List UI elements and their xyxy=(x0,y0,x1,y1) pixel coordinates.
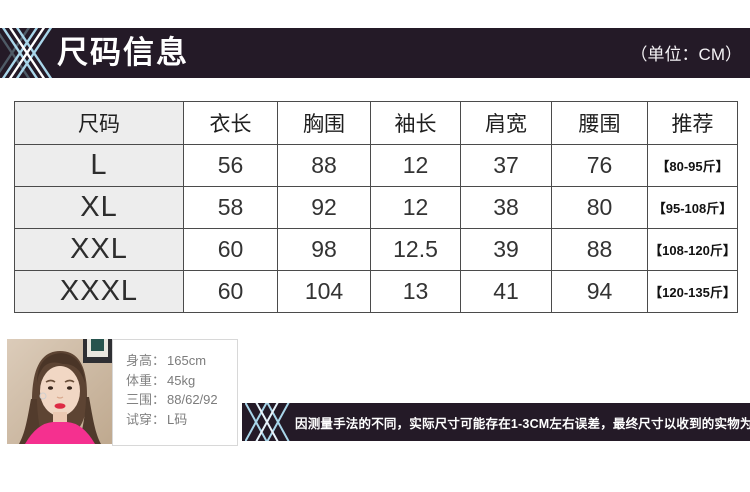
length-value: 58 xyxy=(183,186,278,229)
recommend-value: 【80-95斤】 xyxy=(647,144,738,187)
length-value: 60 xyxy=(183,228,278,271)
bust-value: 88 xyxy=(277,144,371,187)
bust-value: 104 xyxy=(277,270,371,313)
sleeve-value: 13 xyxy=(370,270,461,313)
column-header-sleeve: 袖长 xyxy=(370,101,461,145)
column-header-size: 尺码 xyxy=(14,101,184,145)
shoulder-value: 37 xyxy=(460,144,552,187)
table-row: XL 58 92 12 38 80 【95-108斤】 xyxy=(14,186,738,229)
stat-measurements: 三围： 88/62/92 xyxy=(126,390,237,410)
unit-label: （单位：CM） xyxy=(630,45,742,64)
stat-height: 身高： 165cm xyxy=(126,351,237,371)
disclaimer-bar: 因测量手法的不同，实际尺寸可能存在1-3CM左右误差，最终尺寸以收到的实物为准。 xyxy=(242,403,750,441)
column-header-waist: 腰围 xyxy=(551,101,648,145)
waist-value: 88 xyxy=(551,228,648,271)
size-label: XXL xyxy=(14,228,184,271)
column-header-shoulder: 肩宽 xyxy=(460,101,552,145)
stat-value: 45kg xyxy=(167,372,196,388)
column-header-bust: 胸围 xyxy=(277,101,371,145)
table-row: L 56 88 12 37 76 【80-95斤】 xyxy=(14,144,738,187)
title-bar: 尺码信息 （单位：CM） xyxy=(0,28,750,78)
column-header-length: 衣长 xyxy=(183,101,278,145)
stat-fitting-size: 试穿： L码 xyxy=(126,410,237,430)
disclaimer-text: 因测量手法的不同，实际尺寸可能存在1-3CM左右误差，最终尺寸以收到的实物为准。 xyxy=(295,416,750,431)
size-label: L xyxy=(14,144,184,187)
length-value: 60 xyxy=(183,270,278,313)
column-header-recommend: 推荐 xyxy=(647,101,738,145)
stat-label: 身高： xyxy=(126,353,166,368)
size-label: XXXL xyxy=(14,270,184,313)
model-photo xyxy=(7,339,112,444)
table-row: XXXL 60 104 13 41 94 【120-135斤】 xyxy=(14,270,738,313)
table-header-row: 尺码 衣长 胸围 袖长 肩宽 腰围 推荐 xyxy=(14,101,738,145)
sleeve-value: 12 xyxy=(370,186,461,229)
recommend-value: 【120-135斤】 xyxy=(647,270,738,313)
x-lattice-icon xyxy=(245,403,290,441)
shoulder-value: 41 xyxy=(460,270,552,313)
page-title: 尺码信息 xyxy=(57,35,189,70)
table-row: XXL 60 98 12.5 39 88 【108-120斤】 xyxy=(14,228,738,271)
waist-value: 76 xyxy=(551,144,648,187)
stat-value: 165cm xyxy=(167,353,207,368)
stat-weight: 体重： 45kg xyxy=(126,371,237,391)
recommend-value: 【108-120斤】 xyxy=(647,228,738,271)
recommend-value: 【95-108斤】 xyxy=(647,186,738,229)
stat-value: 88/62/92 xyxy=(167,392,218,407)
shoulder-value: 39 xyxy=(460,228,552,271)
stat-label: 试穿： xyxy=(126,411,166,427)
sleeve-value: 12 xyxy=(370,144,461,187)
size-label: XL xyxy=(14,186,184,229)
length-value: 56 xyxy=(183,144,278,187)
stat-value: L码 xyxy=(167,411,188,427)
sleeve-value: 12.5 xyxy=(370,228,461,271)
bust-value: 98 xyxy=(277,228,371,271)
model-stats-panel: 身高： 165cm 体重： 45kg 三围： 88/62/92 试穿： L码 xyxy=(112,339,238,446)
stat-label: 体重： xyxy=(126,372,166,388)
size-table: 尺码 衣长 胸围 袖长 肩宽 腰围 推荐 L 56 88 12 37 76 【8… xyxy=(14,101,738,313)
stat-label: 三围： xyxy=(126,392,166,407)
bust-value: 92 xyxy=(277,186,371,229)
waist-value: 80 xyxy=(551,186,648,229)
shoulder-value: 38 xyxy=(460,186,552,229)
x-lattice-icon xyxy=(0,28,52,78)
waist-value: 94 xyxy=(551,270,648,313)
